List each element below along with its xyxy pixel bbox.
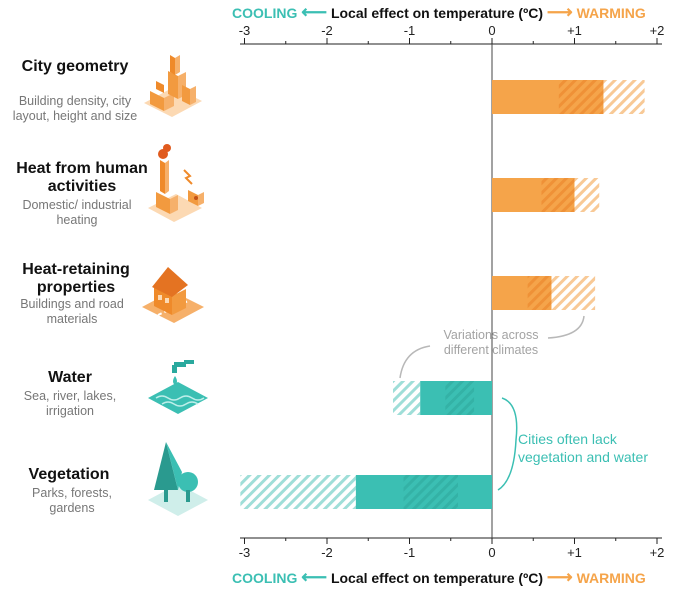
bottom-tick-label: -1 — [404, 545, 416, 560]
bar-variation-water — [393, 381, 421, 415]
top-tick-label: 0 — [488, 23, 495, 38]
bar-inner-band-heat-retaining-properties — [527, 276, 552, 310]
axis-title-top: Local effect on temperature (ºC) — [330, 5, 543, 21]
lack-connector — [497, 397, 518, 491]
bar-inner-band-water — [445, 381, 475, 415]
row-subtitle-heat-retaining: Buildings and road materials — [20, 297, 124, 326]
row-subtitle-city-geometry: Building density, city layout, height an… — [12, 94, 138, 123]
top-tick-label: -3 — [239, 23, 251, 38]
axis-title-bottom: Local effect on temperature (ºC) — [330, 570, 543, 586]
bar-inner-band-vegetation — [403, 475, 458, 509]
top-tick-label: +1 — [567, 23, 582, 38]
row-title-water: Water — [48, 369, 92, 386]
row-subtitle-human-heat: Domestic/ industrial heating — [22, 198, 132, 227]
warming-arrow-top-icon: ⟶ — [546, 2, 573, 22]
bottom-tick-label: +2 — [650, 545, 665, 560]
bar-variation-city-geometry — [603, 80, 645, 114]
bottom-tick-label: 0 — [488, 545, 495, 560]
row-title-vegetation: Vegetation — [28, 466, 110, 483]
factory-smoke-icon — [148, 144, 204, 222]
bar-variation-vegetation — [240, 475, 356, 509]
lack-annotation: Cities often lack vegetation and water — [518, 431, 648, 465]
bar-variation-heat-from-human-activities — [574, 178, 600, 212]
cooling-label-top: COOLING — [232, 5, 298, 21]
cooling-label-bottom: COOLING — [232, 570, 298, 586]
row-title-city-geometry: City geometry — [21, 58, 129, 75]
house-road-icon — [142, 267, 204, 323]
variations-annotation: Variations across different climates — [443, 328, 539, 357]
warming-arrow-bottom-icon: ⟶ — [546, 567, 573, 587]
bar-variation-heat-retaining-properties — [551, 276, 596, 310]
top-tick-label: -2 — [321, 23, 333, 38]
bottom-tick-label: -3 — [239, 545, 251, 560]
cooling-arrow-bottom-icon: ⟵ — [301, 567, 328, 587]
cooling-arrow-top-icon: ⟵ — [301, 2, 328, 22]
bottom-tick-label: -2 — [321, 545, 333, 560]
variations-connector — [399, 315, 585, 379]
top-tick-label: +2 — [650, 23, 665, 38]
row-subtitle-vegetation: Parks, forests, gardens — [32, 486, 112, 515]
bar-inner-band-city-geometry — [558, 80, 604, 114]
bottom-tick-label: +1 — [567, 545, 582, 560]
header-bottom: COOLING ⟵ Local effect on temperature (º… — [232, 567, 646, 588]
water-tap-icon — [148, 360, 208, 414]
warming-label-top: WARMING — [576, 5, 646, 21]
row-title-heat-retaining: Heat-retaining properties — [22, 261, 130, 296]
header-top: COOLING ⟵ Local effect on temperature (º… — [232, 2, 646, 23]
bar-inner-band-heat-from-human-activities — [541, 178, 575, 212]
row-subtitle-water: Sea, river, lakes, irrigation — [23, 389, 117, 418]
city-buildings-icon — [144, 55, 202, 117]
row-title-human-heat: Heat from human activities — [16, 160, 148, 195]
warming-label-bottom: WARMING — [576, 570, 646, 586]
top-tick-label: -1 — [404, 23, 416, 38]
tree-icon — [148, 442, 208, 516]
